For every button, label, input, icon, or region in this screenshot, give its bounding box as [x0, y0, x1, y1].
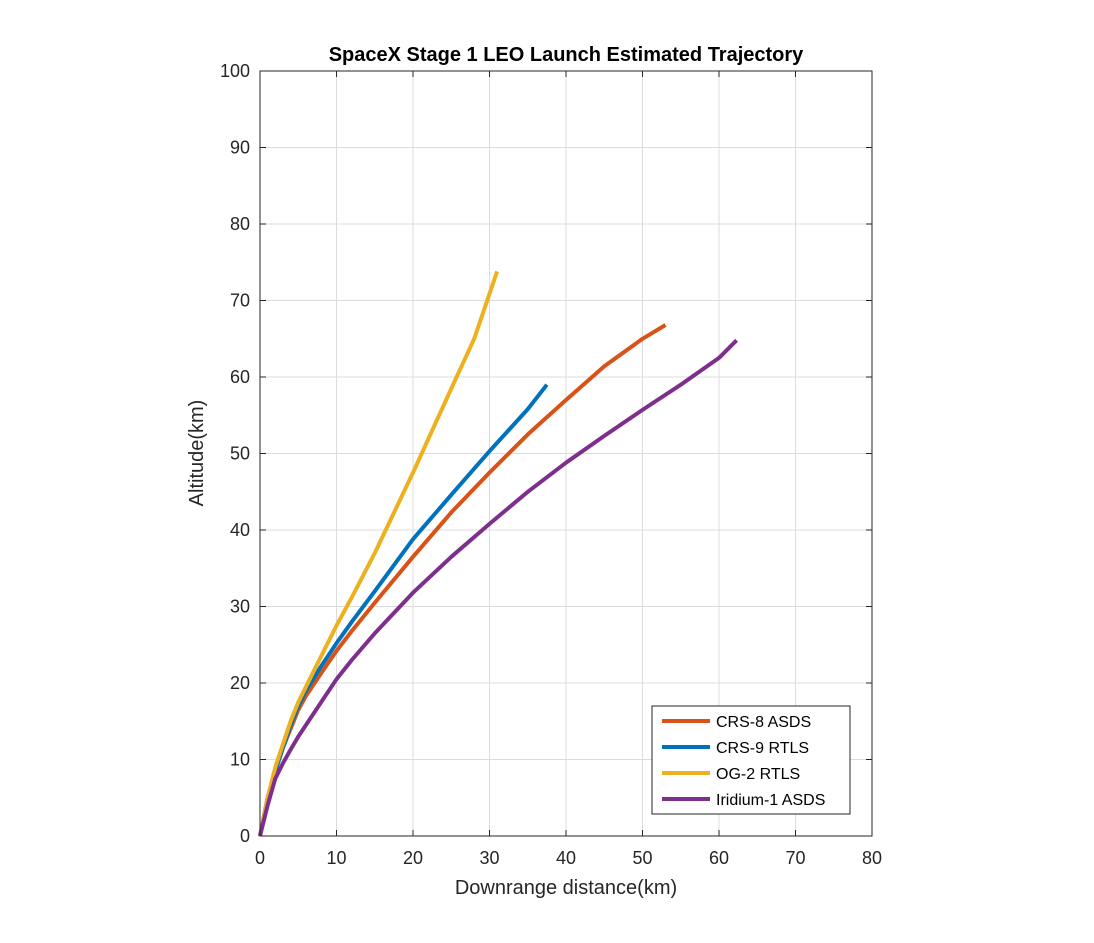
y-tick-label: 50: [230, 444, 250, 464]
legend-label-og-2-rtls: OG-2 RTLS: [716, 766, 800, 783]
x-tick-label: 50: [632, 848, 652, 868]
legend: CRS-8 ASDS CRS-9 RTLS OG-2 RTLS Iridium-1 A…: [651, 705, 851, 815]
legend-label-crs-8-asds: CRS-8 ASDS: [716, 714, 811, 731]
x-tick-label: 80: [862, 848, 882, 868]
series-lines: [258, 270, 739, 837]
y-tick-label: 10: [230, 750, 250, 770]
x-axis-label: Downrange distance(km): [455, 877, 677, 899]
y-tick-label: 40: [230, 520, 250, 540]
series-line-og-2-rtls: [258, 270, 499, 837]
legend-label-iridium-1-asds: Iridium-1 ASDS: [716, 792, 825, 809]
y-tick-label: 70: [230, 291, 250, 311]
y-axis-label: Altitude(km): [186, 400, 208, 507]
y-tick-label: 0: [240, 826, 250, 846]
axis-ticks: 0 10 20 30 40 50 60 70 80 0 10 20 30 40 50 60 70 80 90 100: [220, 61, 882, 868]
x-tick-label: 30: [479, 848, 499, 868]
y-tick-label: 30: [230, 597, 250, 617]
x-tick-label: 20: [403, 848, 423, 868]
legend-label-crs-9-rtls: CRS-9 RTLS: [716, 740, 809, 757]
y-tick-label: 20: [230, 673, 250, 693]
chart-title: SpaceX Stage 1 LEO Launch Estimated Traj…: [329, 44, 804, 66]
y-tick-label: 80: [230, 214, 250, 234]
y-tick-label: 100: [220, 61, 250, 81]
x-tick-label: 60: [709, 848, 729, 868]
series-line-iridium-1-asds: [258, 338, 739, 837]
x-tick-label: 40: [556, 848, 576, 868]
y-tick-label: 60: [230, 367, 250, 387]
y-tick-label: 90: [230, 138, 250, 158]
x-tick-label: 70: [785, 848, 805, 868]
legend-box: [651, 705, 851, 815]
x-tick-label: 10: [326, 848, 346, 868]
x-tick-label: 0: [255, 848, 265, 868]
